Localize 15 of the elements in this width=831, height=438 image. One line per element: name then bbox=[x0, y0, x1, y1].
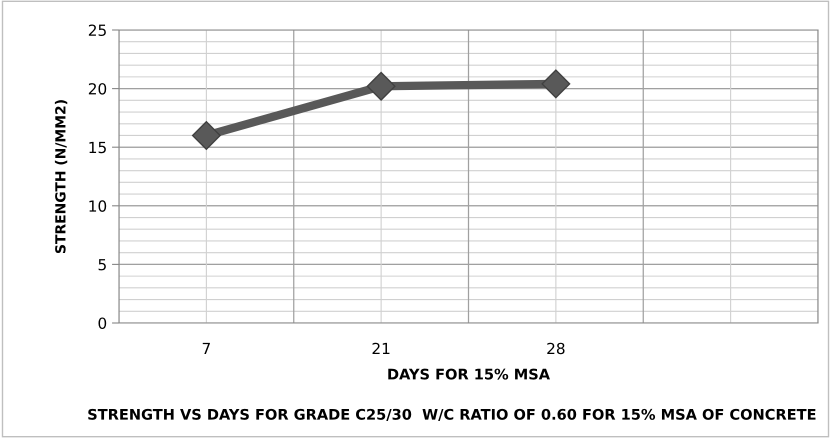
x-tick-label: 21 bbox=[372, 342, 390, 354]
point bbox=[541, 69, 570, 98]
y-tick-label: 0 bbox=[98, 317, 106, 330]
y-tick-label: 15 bbox=[89, 142, 106, 154]
point bbox=[192, 121, 221, 150]
x-tick-label: 28 bbox=[547, 342, 565, 354]
x-tick-label: 7 bbox=[202, 342, 210, 354]
text: STRENGTH VS DAYS FOR GRADE C25/30 W/C RATIO OF 0.60 FOR 15% MSA OF CONCRETE bbox=[88, 408, 816, 421]
x-axis-title: DAYS FOR 15% MSA bbox=[388, 368, 550, 380]
y-tick-label: 20 bbox=[88, 83, 106, 95]
y-tick-label: 5 bbox=[98, 259, 106, 270]
y-tick-label: 10 bbox=[89, 200, 106, 212]
y-axis-title: STRENGTH (N/MM2) bbox=[54, 100, 68, 254]
y-tick-label: 25 bbox=[88, 24, 106, 36]
point bbox=[366, 72, 396, 101]
